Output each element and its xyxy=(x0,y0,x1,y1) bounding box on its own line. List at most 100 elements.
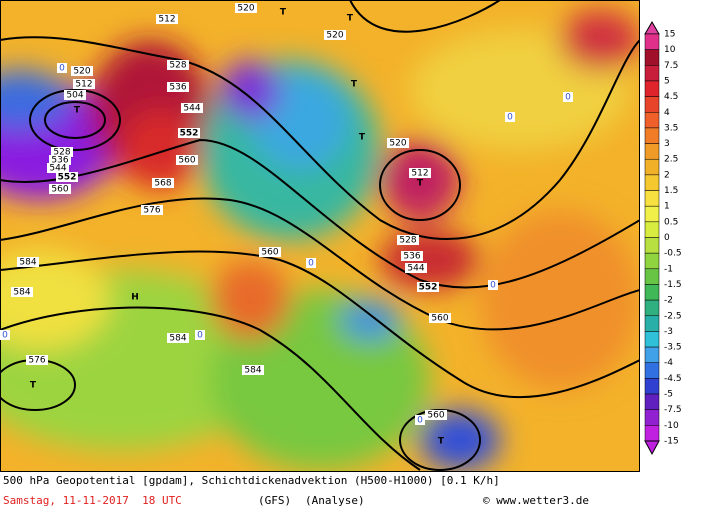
contour-label: 512 xyxy=(411,169,428,179)
contour-label: 0 xyxy=(507,113,513,123)
legend-label: -7.5 xyxy=(664,405,682,415)
contour-label: 584 xyxy=(19,258,36,268)
legend-swatch xyxy=(644,284,660,301)
legend-label: 7.5 xyxy=(664,61,678,71)
label-bg xyxy=(11,287,33,297)
label-bg xyxy=(563,92,573,102)
contour-label: 536 xyxy=(169,83,186,93)
legend-label: 1 xyxy=(664,202,670,212)
map-frame xyxy=(0,0,640,472)
contour-label: 520 xyxy=(389,139,406,149)
label-bg xyxy=(405,263,427,273)
contour-label: 584 xyxy=(13,288,30,298)
contour-label: 0 xyxy=(2,331,8,341)
legend-swatch xyxy=(644,425,660,442)
contour-label: 560 xyxy=(261,248,278,258)
legend-swatch xyxy=(644,237,660,254)
legend-label: 4.5 xyxy=(664,92,678,102)
legend-swatch xyxy=(644,346,660,363)
label-bg xyxy=(26,355,48,365)
legend-label: -15 xyxy=(664,437,679,447)
legend-label: -2.5 xyxy=(664,311,682,321)
contour-label: 536 xyxy=(51,156,68,166)
contour-label: 0 xyxy=(308,259,314,269)
legend-label: 0 xyxy=(664,233,670,243)
label-bg xyxy=(49,184,71,194)
legend-swatch xyxy=(644,33,660,50)
legend-label: 2 xyxy=(664,170,670,180)
label-bg xyxy=(505,112,515,122)
label-bg xyxy=(235,3,257,13)
label-bg xyxy=(17,257,39,267)
legend-label: -5 xyxy=(664,390,673,400)
legend-swatch xyxy=(644,378,660,395)
legend-label: 10 xyxy=(664,45,676,55)
label-bg xyxy=(259,247,281,257)
contour-label: 0 xyxy=(565,93,571,103)
legend-swatch xyxy=(644,190,660,207)
label-bg xyxy=(167,82,189,92)
legend-label: -4 xyxy=(664,358,673,368)
legend-label: -2 xyxy=(664,296,673,306)
legend-label: -3.5 xyxy=(664,343,682,353)
contour-label: 576 xyxy=(143,206,160,216)
label-bg xyxy=(417,282,439,292)
contour-label: 0 xyxy=(417,416,423,426)
legend-swatch xyxy=(644,49,660,66)
pressure-center: T xyxy=(359,133,366,143)
legend-swatch xyxy=(644,252,660,270)
legend-label: 4 xyxy=(664,108,670,118)
contour-label: 520 xyxy=(237,4,254,14)
contour-label: 576 xyxy=(28,356,45,366)
label-bg xyxy=(178,128,200,138)
label-bg xyxy=(167,60,189,70)
label-bg xyxy=(401,251,423,261)
legend-label: -10 xyxy=(664,421,679,431)
contour-label: 568 xyxy=(154,179,171,189)
contour-label: 552 xyxy=(180,129,199,139)
legend-swatch xyxy=(644,80,660,97)
legend-swatch xyxy=(644,65,660,82)
legend-swatch xyxy=(644,393,660,410)
label-bg xyxy=(56,172,78,182)
contour-label: 520 xyxy=(73,67,90,77)
label-bg xyxy=(409,168,431,178)
contour-label: 536 xyxy=(403,252,420,262)
legend-label: -4.5 xyxy=(664,374,682,384)
label-bg xyxy=(71,66,93,76)
legend-swatch xyxy=(644,268,660,285)
legend-swatch xyxy=(644,158,660,176)
label-bg xyxy=(64,90,86,100)
pressure-center: T xyxy=(351,80,358,90)
contour-label: 560 xyxy=(431,314,448,324)
footer-model: (GFS) xyxy=(258,494,291,507)
contour-label: 0 xyxy=(490,281,496,291)
legend-swatch xyxy=(644,96,660,113)
label-bg xyxy=(51,147,73,157)
contour-label: 504 xyxy=(66,91,83,101)
legend-swatch xyxy=(644,299,660,317)
label-bg xyxy=(141,205,163,215)
legend-swatch xyxy=(644,221,660,238)
legend-cap xyxy=(644,21,660,35)
contour-label: 560 xyxy=(427,411,444,421)
legend-swatch xyxy=(644,315,660,332)
label-bg xyxy=(176,155,198,165)
contour-label: 560 xyxy=(51,185,68,195)
legend-swatch xyxy=(644,112,660,129)
legend-swatch xyxy=(644,127,660,144)
pressure-center: T xyxy=(74,106,81,116)
advection-field xyxy=(0,10,640,470)
map-area xyxy=(0,0,640,472)
label-bg xyxy=(429,313,451,323)
contour-label: 552 xyxy=(58,173,77,183)
legend-label: -0.5 xyxy=(664,249,682,259)
pressure-center: T xyxy=(417,179,424,189)
label-bg xyxy=(387,138,409,148)
contour-label: 528 xyxy=(399,236,416,246)
legend-swatch xyxy=(644,174,660,191)
legend-label: -3 xyxy=(664,327,673,337)
label-bg xyxy=(324,30,346,40)
footer-date: Samstag, 11-11-2017 18 UTC xyxy=(3,494,182,507)
